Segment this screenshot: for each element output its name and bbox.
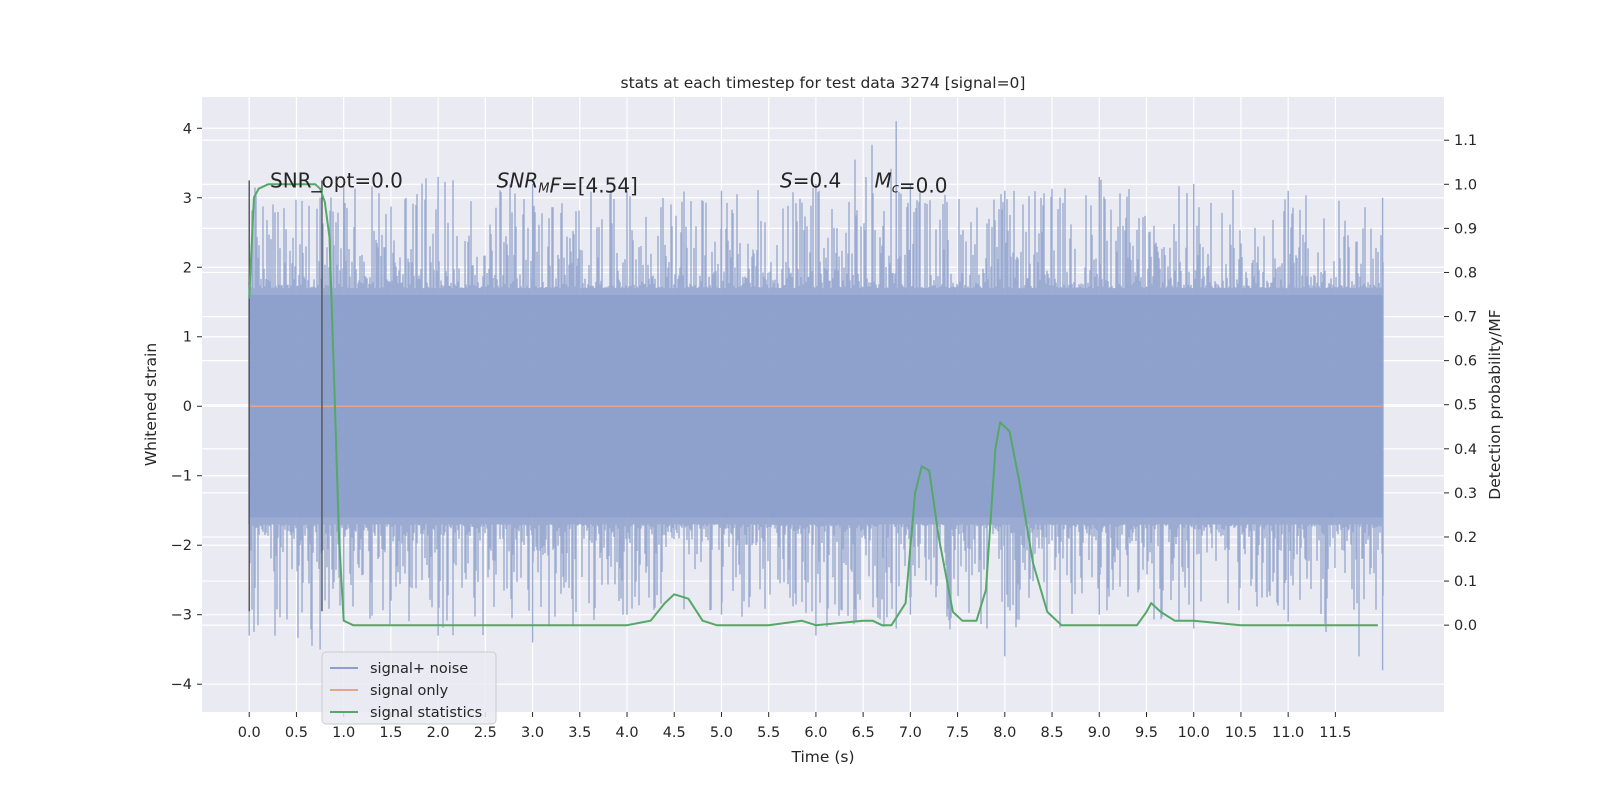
annotation-s-val-value: =0.4 <box>793 168 842 192</box>
x-tick-label: 10.0 <box>1178 725 1210 741</box>
y-right-tick-label: 0.2 <box>1454 530 1477 546</box>
y-right-tick-label: 0.5 <box>1454 398 1477 414</box>
x-tick-label: 2.5 <box>474 725 497 741</box>
x-tick-label: 9.0 <box>1088 725 1111 741</box>
annotation-s-val-symbol: S <box>780 168 793 192</box>
axes: 0.0 0.5 1.0 1.5 2.0 2.5 3.0 3.5 4.0 4.5 5.0 5.5 6.0 6… <box>171 121 1477 741</box>
x-tick-label: 2.0 <box>427 725 450 741</box>
y-right-tick-label: 0.3 <box>1454 486 1477 502</box>
x-axis-label: Time (s) <box>790 748 854 766</box>
x-tick-label: 5.5 <box>757 725 780 741</box>
y-axis-label: Whitened strain <box>142 343 160 466</box>
annotation-mc-val-value: =0.0 <box>899 173 948 197</box>
y-tick-label: 4 <box>183 121 192 137</box>
annotation-s-val: S=0.4 <box>780 168 841 192</box>
y-right-tick-label: 0.9 <box>1454 221 1477 237</box>
legend-label: signal statistics <box>370 705 482 721</box>
y-right-tick-label: 0.6 <box>1454 354 1477 370</box>
annotation-snr-mf-value: =[4.54] <box>561 173 638 197</box>
y-tick-label: −2 <box>171 538 192 554</box>
x-tick-label: 0.5 <box>285 725 308 741</box>
x-tick-label: 6.0 <box>804 725 827 741</box>
legend: signal+ noise signal only signal statistic… <box>321 651 497 725</box>
y-right-tick-label: 0.4 <box>1454 442 1477 458</box>
annotation-mc-val: Mc=0.0 <box>874 168 947 197</box>
y-right-tick-label: 0.1 <box>1454 574 1477 590</box>
y-right-tick-label: 0.8 <box>1454 265 1477 281</box>
annotation-snr-opt: SNR_opt=0.0 <box>270 168 403 192</box>
plot-data <box>248 121 1384 671</box>
x-tick-label: 8.0 <box>993 725 1016 741</box>
legend-label: signal only <box>370 683 449 699</box>
legend-box <box>321 651 497 725</box>
y-tick-label: −1 <box>171 469 192 485</box>
x-tick-label: 11.5 <box>1319 725 1351 741</box>
y-right-tick-label: 0.0 <box>1454 618 1477 634</box>
annotation-mc-val-subscript: c <box>892 181 899 196</box>
x-tick-label: 7.0 <box>899 725 922 741</box>
x-tick-label: 11.0 <box>1272 725 1304 741</box>
legend-label: signal+ noise <box>370 661 468 677</box>
annotation-snr-mf-symbol: SNR <box>497 168 539 192</box>
x-tick-label: 1.5 <box>379 725 402 741</box>
x-tick-label: 9.5 <box>1135 725 1158 741</box>
x-tick-label: 3.5 <box>568 725 591 741</box>
y-right-tick-label: 1.0 <box>1454 177 1477 193</box>
x-tick-label: 0.0 <box>238 725 261 741</box>
x-tick-label: 4.0 <box>615 725 638 741</box>
annotation-mc-val-symbol: M <box>874 168 891 192</box>
annotation-snr-mf: SNRMF=[4.54] <box>497 168 638 197</box>
y-tick-label: 1 <box>183 330 192 346</box>
y-right-tick-label: 0.7 <box>1454 310 1477 326</box>
y-tick-label: 0 <box>183 399 192 415</box>
x-tick-label: 10.5 <box>1225 725 1257 741</box>
x-tick-label: 6.5 <box>852 725 875 741</box>
x-tick-label: 4.5 <box>663 725 686 741</box>
annotation-snr-mf-subscript: M <box>538 181 549 196</box>
y-axis-label-right: Detection probability/MF <box>1486 309 1504 500</box>
y-tick-label: −4 <box>171 677 192 693</box>
x-tick-label: 1.0 <box>332 725 355 741</box>
x-tick-label: 3.0 <box>521 725 544 741</box>
x-tick-label: 7.5 <box>946 725 969 741</box>
annotation-snr-mf-symbol2: F <box>549 173 561 197</box>
chart-title: stats at each timestep for test data 327… <box>621 74 1026 92</box>
annotations: SNR_opt=0.0 SNRMF=[4.54] S=0.4 Mc=0.0 <box>270 168 947 197</box>
y-tick-label: 2 <box>183 260 192 276</box>
series-signal-statistics <box>248 183 1378 627</box>
x-tick-label: 5.0 <box>710 725 733 741</box>
y-tick-label: 3 <box>183 191 192 207</box>
y-right-tick-label: 1.1 <box>1454 133 1477 149</box>
y-tick-label: −3 <box>171 608 192 624</box>
x-tick-label: 8.5 <box>1041 725 1064 741</box>
